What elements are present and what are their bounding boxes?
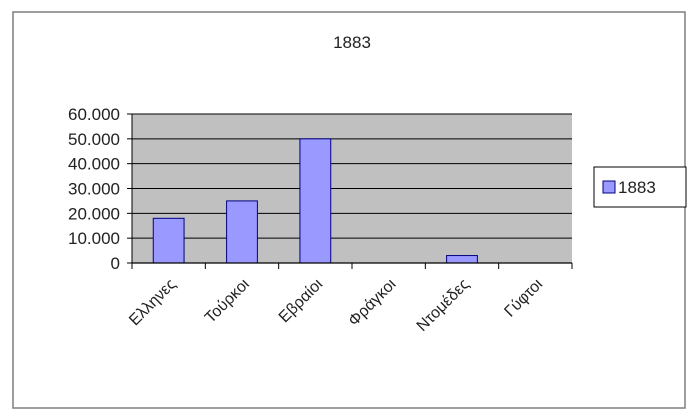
bar-3: [299, 138, 332, 264]
y-tick-label: 10.000: [68, 229, 120, 248]
bar-5: [446, 255, 478, 264]
y-tick-labels: 0 10.000 20.000 30.000 40.000 50.000 60.000: [68, 105, 120, 273]
bar-1: [152, 217, 185, 264]
bar-2: [226, 200, 258, 264]
y-tick-label: 40.000: [68, 155, 120, 174]
y-tick-label: 0: [111, 254, 120, 273]
gridlines: [132, 113, 572, 239]
y-tick-label: 50.000: [68, 130, 120, 149]
legend-label: 1883: [618, 178, 656, 197]
y-tick-label: 60.000: [68, 105, 120, 124]
chart-title: 1883: [333, 33, 371, 52]
legend-swatch: [602, 180, 616, 194]
y-tick-label: 30.000: [68, 180, 120, 199]
bars: [152, 138, 478, 264]
y-tick-label: 20.000: [68, 204, 120, 223]
legend: 1883: [593, 166, 687, 208]
axes: [127, 113, 573, 269]
